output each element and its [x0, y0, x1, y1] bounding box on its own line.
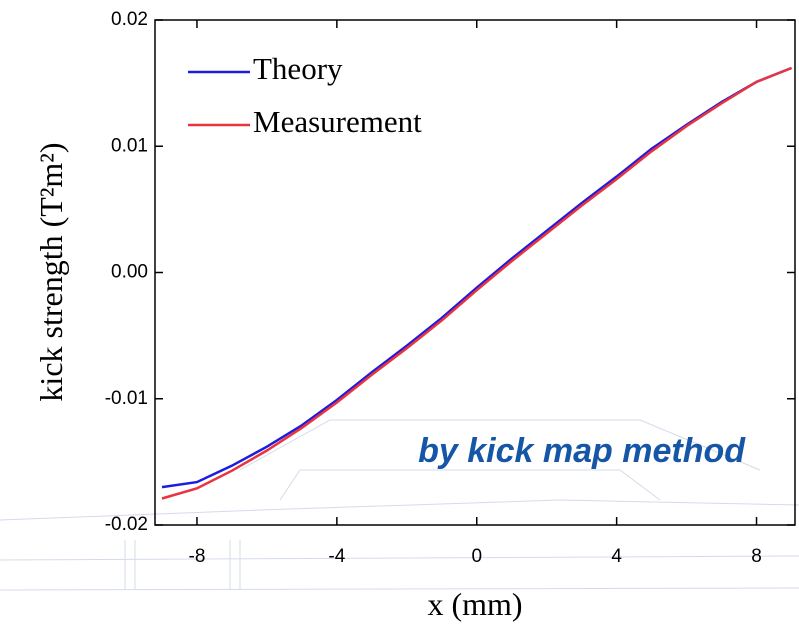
x-tick-label: -8 — [189, 546, 206, 567]
x-tick-label: -4 — [328, 546, 345, 567]
y-axis-label: kick strength (T²m²) — [33, 142, 69, 401]
x-tick-label: 0 — [471, 546, 482, 567]
series-line — [161, 66, 792, 500]
y-tick-label: -0.02 — [105, 514, 148, 535]
x-axis-label: x (mm) — [427, 586, 522, 622]
background-sketch — [0, 419, 799, 591]
legend-label: Measurement — [253, 104, 422, 139]
legend-label: Theory — [253, 51, 343, 86]
x-tick-label: 8 — [751, 546, 762, 567]
annotation: by kick map method — [418, 432, 746, 470]
y-tick-label: -0.01 — [105, 388, 148, 409]
x-tick-label: 4 — [611, 546, 622, 567]
y-tick-label: 0.02 — [111, 9, 148, 30]
y-tick-label: 0.01 — [111, 135, 148, 156]
y-tick-label: 0.00 — [111, 262, 148, 283]
